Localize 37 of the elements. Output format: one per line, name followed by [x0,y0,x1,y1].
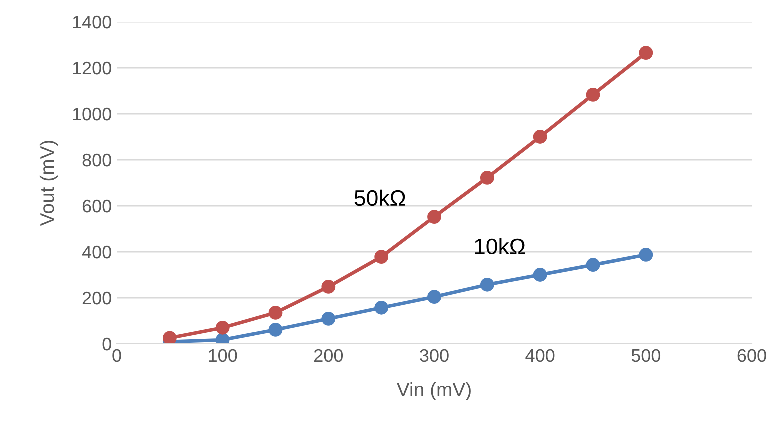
y-tick-label: 400 [82,246,112,259]
series-label: 10kΩ [475,238,526,255]
y-tick-label: 1200 [73,62,112,75]
x-tick-label: 300 [420,349,449,362]
y-tick-label: 200 [82,292,112,305]
y-tick-label: 1400 [73,16,112,29]
point [480,170,494,185]
y-tick-label: 1000 [73,108,112,121]
x-tick-label: 600 [738,349,766,362]
point [374,250,389,264]
point [374,300,389,315]
point [216,320,230,335]
x-tick-label: 100 [209,349,238,362]
y-axis-title: Vout (mV) [40,140,58,226]
point [533,268,548,282]
point [322,280,336,294]
y-tick-label: 800 [82,154,112,167]
point [480,278,494,292]
x-tick-label: 500 [632,349,661,362]
point [428,210,442,224]
point [268,323,283,337]
point [268,306,283,320]
point [586,258,600,272]
point [162,331,177,344]
point [639,248,654,262]
x-tick-label: 400 [526,349,555,362]
x-tick-label: 0 [112,349,122,362]
series-label: 50kΩ [354,190,406,206]
point [586,88,600,102]
point [533,130,548,144]
point [639,46,654,60]
point [428,290,442,304]
x-tick-label: 200 [314,349,344,362]
y-tick-label: 0 [102,338,112,351]
point [322,312,336,326]
x-axis-title: Vin (mV) [396,382,471,400]
y-tick-label: 600 [82,200,112,213]
